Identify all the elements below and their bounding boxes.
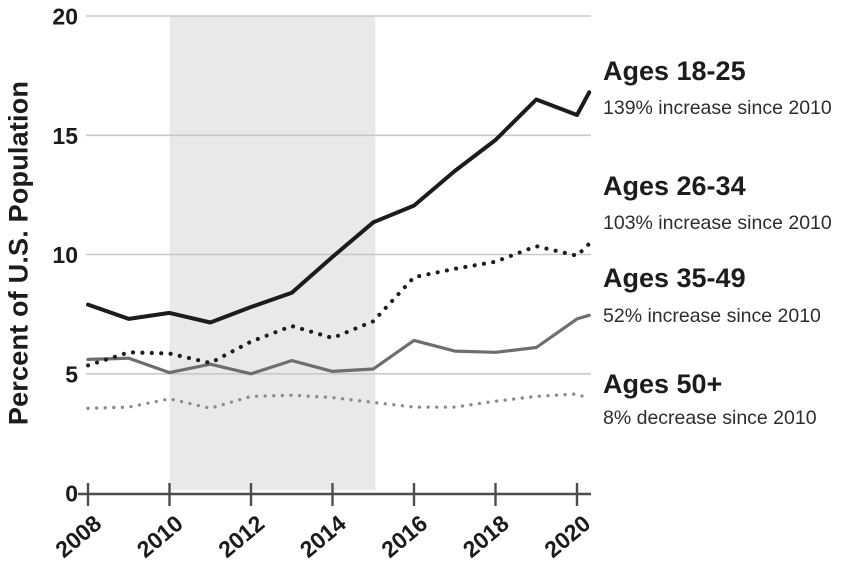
y-tick-label-10: 10 — [52, 242, 78, 268]
y-tick-label-20: 20 — [52, 4, 78, 30]
shaded-period-band — [169, 16, 376, 490]
x-tick-label-2014: 2014 — [295, 510, 351, 563]
x-tick-label-2018: 2018 — [458, 510, 514, 563]
x-tick-label-2008: 2008 — [50, 510, 106, 563]
legend-entry-title-ages-50-plus: Ages 50+ — [603, 369, 723, 399]
legend-entry-title-ages-26-34: Ages 26-34 — [603, 171, 746, 201]
x-tick-label-2016: 2016 — [376, 510, 432, 563]
series-line-ages-18-25 — [86, 90, 592, 325]
legend-entry-title-ages-35-49: Ages 35-49 — [603, 263, 746, 293]
y-tick-label-0: 0 — [65, 481, 78, 507]
x-tick-label-2020: 2020 — [539, 510, 595, 563]
y-tick-label-15: 15 — [52, 123, 78, 149]
y-tick-label-5: 5 — [65, 361, 78, 387]
legend-entry-title-ages-18-25: Ages 18-25 — [603, 56, 746, 86]
legend-entry-subtitle-ages-26-34: 103% increase since 2010 — [603, 212, 832, 234]
y-axis-title: Percent of U.S. Population — [3, 80, 34, 426]
x-tick-label-2012: 2012 — [213, 510, 269, 563]
series-line-ages-35-49 — [86, 313, 591, 376]
legend-entry-subtitle-ages-18-25: 139% increase since 2010 — [603, 97, 832, 119]
series-line-ages-26-34 — [85, 241, 592, 368]
x-tick-label-2010: 2010 — [132, 510, 188, 563]
legend-entry-subtitle-ages-50-plus: 8% decrease since 2010 — [603, 407, 817, 429]
legend-entry-subtitle-ages-35-49: 52% increase since 2010 — [603, 305, 821, 327]
series-line-ages-50-plus — [86, 392, 591, 410]
